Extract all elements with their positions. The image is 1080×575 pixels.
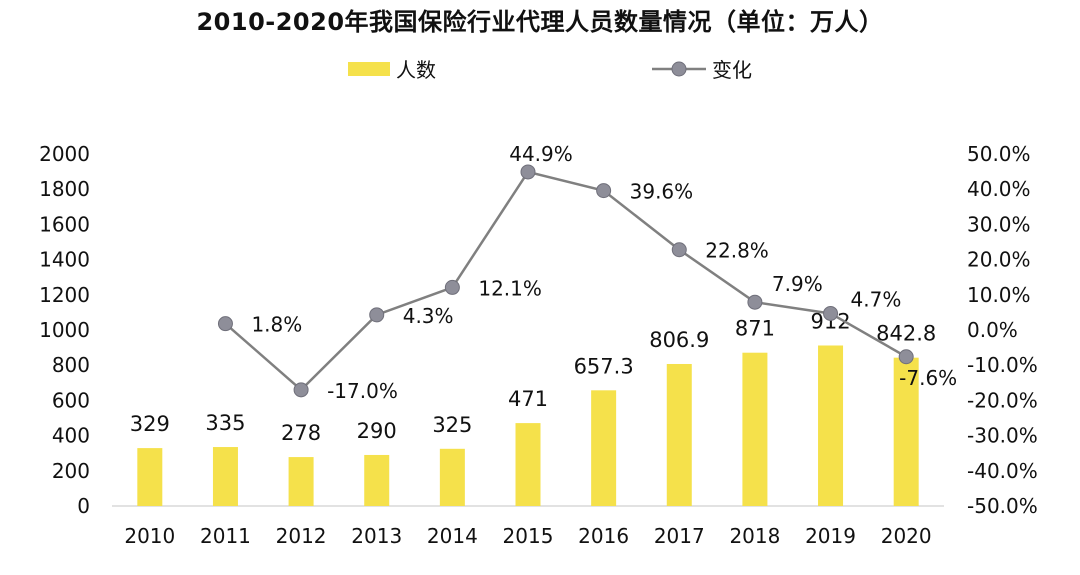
right-tick-label: 40.0%: [967, 177, 1031, 201]
x-tick-label: 2016: [578, 524, 629, 548]
left-axis: 0 200 400 600 800 1000 1200 1400 1600 1800 2000: [39, 142, 90, 518]
legend-line-marker: [671, 61, 687, 77]
change-data-label: 39.6%: [630, 180, 694, 204]
legend-line-label: 变化: [712, 58, 752, 82]
change-marker: [293, 382, 309, 398]
bar-series: [137, 345, 919, 506]
change-marker: [898, 349, 914, 365]
bar-data-label: 871: [735, 317, 775, 341]
bar: [137, 448, 163, 506]
bar: [288, 457, 314, 506]
left-tick-label: 1600: [39, 212, 90, 236]
left-tick-label: 2000: [39, 142, 90, 166]
right-tick-label: -40.0%: [967, 459, 1038, 483]
bar: [591, 390, 617, 506]
change-data-label: 12.1%: [478, 276, 542, 300]
change-data-label: 4.3%: [403, 304, 454, 328]
line-series: 1.8% -17.0% 4.3% 12.1% 44.9% 39.6% 22.8%7.9% 4.…: [217, 142, 957, 403]
right-tick-label: 50.0%: [967, 142, 1031, 166]
x-tick-label: 2010: [124, 524, 175, 548]
change-marker: [823, 305, 839, 321]
change-line: [224, 170, 907, 392]
bar: [515, 423, 541, 506]
right-tick-label: 30.0%: [967, 212, 1031, 236]
bar-data-label: 842.8: [876, 322, 936, 346]
x-tick-label: 2019: [805, 524, 856, 548]
bar-data-label: 278: [281, 421, 321, 445]
right-tick-label: -20.0%: [967, 388, 1038, 412]
legend-bar-swatch: [348, 62, 390, 76]
x-tick-label: 2011: [200, 524, 251, 548]
left-tick-label: 1800: [39, 177, 90, 201]
left-tick-label: 800: [52, 353, 90, 377]
right-tick-label: -30.0%: [967, 424, 1038, 448]
left-tick-label: 1000: [39, 318, 90, 342]
left-tick-label: 0: [77, 494, 90, 518]
change-data-label: 22.8%: [705, 239, 769, 263]
right-tick-label: 10.0%: [967, 283, 1031, 307]
legend-bar-label: 人数: [396, 58, 436, 82]
left-tick-label: 1400: [39, 248, 90, 272]
right-tick-label: 0.0%: [967, 318, 1018, 342]
chart-title: 2010-2020年我国保险行业代理人员数量情况（单位：万人）: [196, 8, 884, 36]
right-tick-label: -50.0%: [967, 494, 1038, 518]
change-data-label: 1.8%: [251, 313, 302, 337]
right-tick-label: 20.0%: [967, 248, 1031, 272]
change-marker: [747, 294, 763, 310]
left-tick-label: 400: [52, 424, 90, 448]
bar: [439, 448, 465, 506]
change-marker: [369, 307, 385, 323]
x-tick-label: 2020: [881, 524, 932, 548]
bar-data-label: 471: [508, 387, 548, 411]
x-tick-label: 2012: [276, 524, 327, 548]
change-marker: [671, 242, 687, 258]
x-axis: 2010 2011 2012 2013 2014 2015 2016 2017 2018 2019…: [124, 524, 931, 548]
change-marker: [520, 164, 536, 180]
bar-data-label: 806.9: [649, 328, 709, 352]
change-data-label: 4.7%: [851, 287, 902, 311]
left-tick-label: 600: [52, 388, 90, 412]
bar-data-label: 290: [357, 419, 397, 443]
change-data-label: -17.0%: [327, 379, 398, 403]
left-tick-label: 200: [52, 459, 90, 483]
x-tick-label: 2014: [427, 524, 478, 548]
change-marker: [444, 279, 460, 295]
bar: [818, 345, 844, 506]
left-tick-label: 1200: [39, 283, 90, 307]
x-tick-label: 2013: [351, 524, 402, 548]
bar: [893, 357, 919, 506]
bar-data-label: 325: [432, 413, 472, 437]
change-data-label: -7.6%: [899, 366, 957, 390]
change-marker: [217, 316, 233, 332]
legend: 人数 变化: [348, 58, 752, 82]
right-tick-label: -10.0%: [967, 353, 1038, 377]
x-tick-label: 2015: [503, 524, 554, 548]
bar-data-label: 335: [205, 411, 245, 435]
bar-data-label: 329: [130, 412, 170, 436]
change-data-label: 44.9%: [509, 142, 573, 166]
bar: [666, 363, 692, 506]
change-data-label: 7.9%: [772, 272, 823, 296]
x-tick-label: 2018: [729, 524, 780, 548]
change-marker: [596, 183, 612, 199]
x-tick-label: 2017: [654, 524, 705, 548]
right-axis: -50.0% -40.0% -30.0% -20.0% -10.0% 0.0% 10.0% 2…: [967, 142, 1038, 518]
bar: [742, 352, 768, 506]
bar: [364, 454, 390, 506]
bar: [212, 447, 238, 506]
bar-data-label: 657.3: [574, 354, 634, 378]
